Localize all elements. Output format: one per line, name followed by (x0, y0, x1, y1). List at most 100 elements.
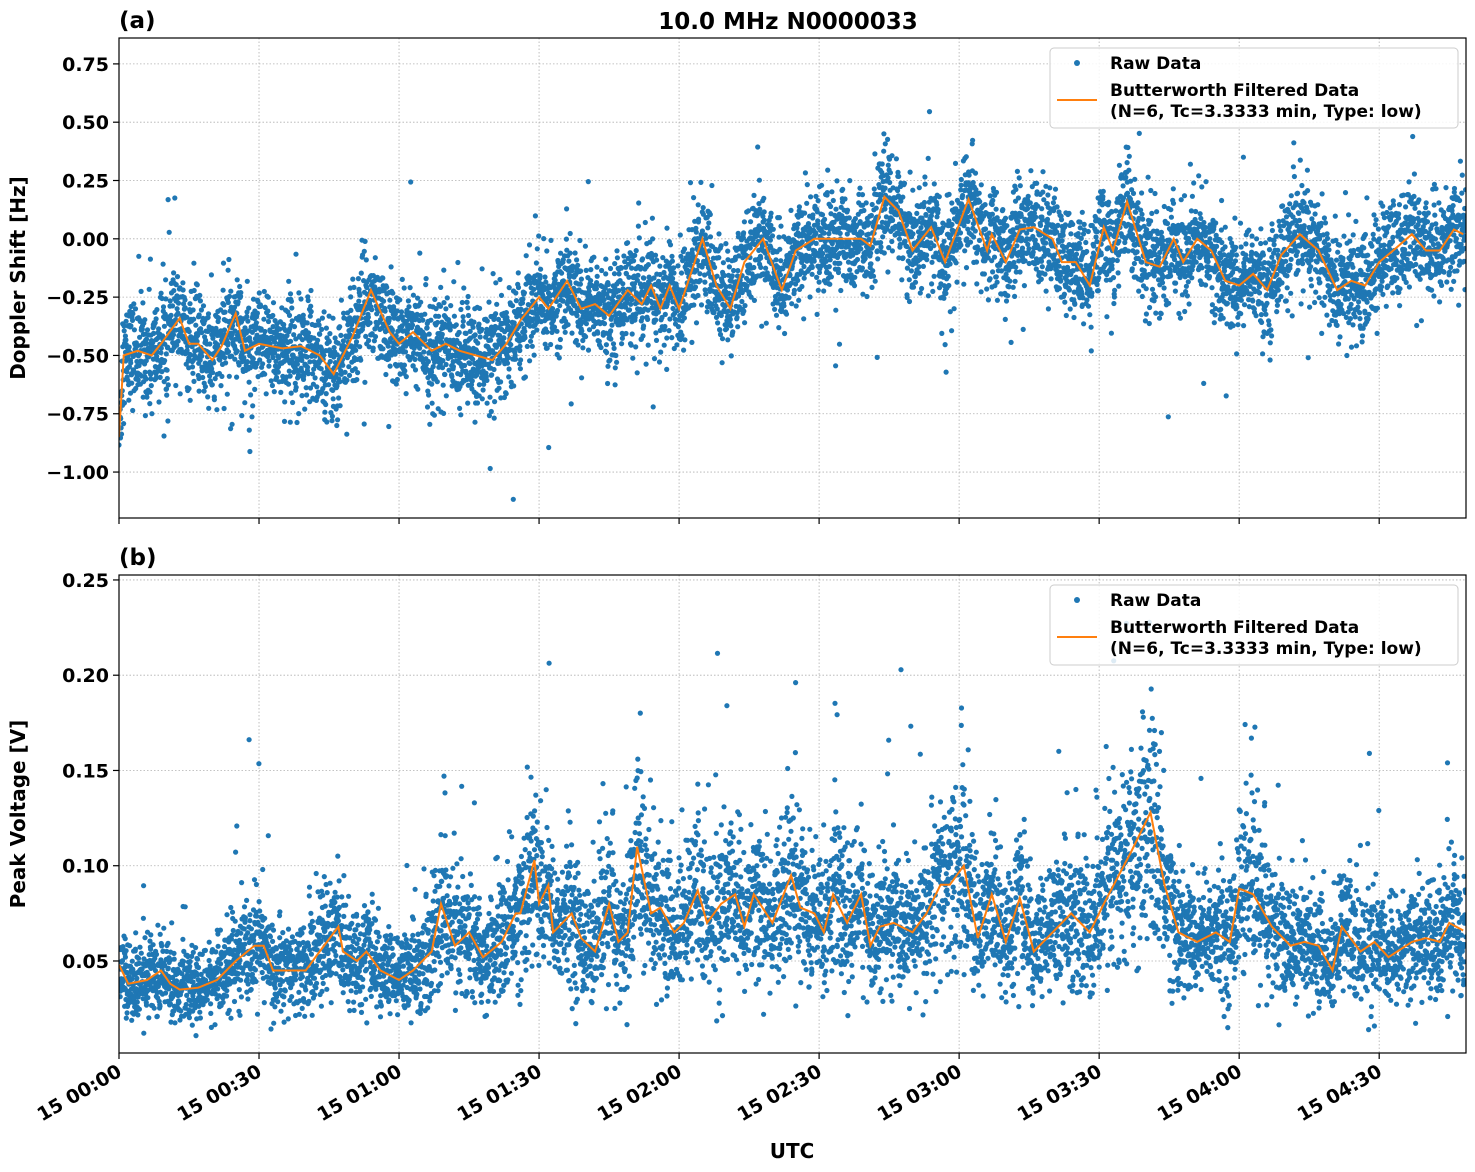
raw-data-point (1006, 284, 1012, 290)
raw-data-point (916, 264, 922, 270)
raw-data-point (441, 267, 447, 273)
raw-data-point (1051, 252, 1057, 258)
raw-data-point (574, 257, 580, 263)
raw-data-point (652, 252, 659, 258)
raw-data-point (628, 301, 634, 307)
raw-data-point (814, 311, 820, 317)
raw-data-point (1046, 259, 1052, 265)
raw-data-point (825, 245, 831, 251)
raw-data-point (199, 353, 205, 359)
raw-data-point (171, 270, 177, 276)
raw-data-point (211, 397, 217, 403)
raw-data-point (1034, 180, 1040, 186)
raw-data-point (664, 335, 670, 341)
raw-data-point (412, 367, 419, 373)
raw-data-point (916, 185, 922, 191)
raw-data-point (730, 329, 736, 335)
raw-data-point (1017, 269, 1023, 275)
raw-data-point (472, 332, 478, 338)
raw-data-point (289, 318, 295, 324)
raw-data-point (952, 160, 959, 166)
raw-data-point (517, 366, 524, 372)
raw-data-point (380, 346, 386, 352)
raw-data-point (675, 263, 681, 269)
raw-data-point (372, 334, 379, 340)
raw-data-point (487, 465, 493, 472)
raw-data-point (500, 340, 506, 346)
raw-data-point (357, 344, 363, 350)
raw-data-point (235, 299, 241, 305)
raw-data-point (883, 214, 890, 220)
raw-data-point (583, 334, 589, 340)
raw-data-point (156, 326, 162, 332)
raw-data-point (707, 211, 713, 218)
raw-data-point (880, 234, 886, 240)
raw-data-point (249, 414, 255, 420)
raw-data-point (1048, 276, 1054, 282)
raw-data-point (305, 371, 311, 377)
y-tick-label: 0.50 (62, 112, 109, 134)
raw-data-point (515, 284, 522, 291)
raw-data-point (390, 290, 396, 296)
raw-data-point (200, 303, 207, 309)
raw-data-point (281, 418, 288, 424)
raw-data-point (1003, 298, 1010, 304)
raw-data-point (801, 275, 807, 281)
raw-data-point (669, 335, 675, 341)
raw-data-point (704, 241, 710, 247)
raw-data-point (1014, 243, 1020, 249)
raw-data-point (485, 331, 491, 337)
raw-data-point (656, 359, 663, 365)
raw-data-point (925, 293, 932, 299)
raw-data-point (382, 308, 388, 314)
raw-data-point (842, 196, 848, 202)
y-tick-label: −0.50 (46, 345, 109, 367)
raw-data-point (270, 300, 277, 306)
raw-data-point (476, 382, 482, 388)
raw-data-point (914, 246, 921, 252)
raw-data-point (976, 190, 982, 196)
raw-data-point (925, 155, 931, 161)
raw-data-point (178, 328, 185, 334)
raw-data-point (336, 395, 342, 401)
raw-data-point (456, 329, 462, 336)
raw-data-point (187, 301, 193, 307)
raw-data-point (741, 219, 748, 225)
raw-data-point (958, 242, 964, 248)
raw-data-point (887, 179, 893, 186)
raw-data-point (189, 344, 195, 350)
raw-data-point (588, 267, 594, 273)
raw-data-point (972, 228, 978, 234)
raw-data-point (518, 306, 524, 312)
raw-data-point (935, 207, 941, 213)
raw-data-point (186, 386, 192, 392)
raw-data-point (434, 319, 441, 326)
raw-data-point (175, 338, 181, 344)
raw-data-point (1013, 264, 1019, 270)
raw-data-point (172, 195, 178, 201)
raw-data-point (987, 193, 993, 199)
raw-data-point (620, 321, 626, 327)
raw-data-point (821, 230, 827, 236)
raw-data-point (1037, 232, 1043, 238)
raw-data-point (475, 340, 481, 346)
raw-data-point (840, 249, 846, 255)
raw-data-point (369, 307, 375, 313)
raw-data-point (366, 344, 372, 350)
raw-data-point (949, 221, 955, 228)
raw-data-point (874, 248, 881, 254)
raw-data-point (522, 374, 529, 380)
raw-data-point (1004, 223, 1010, 229)
raw-data-point (919, 285, 925, 292)
raw-data-point (967, 239, 974, 245)
raw-data-point (497, 276, 503, 283)
raw-data-point (196, 312, 202, 318)
raw-data-point (1039, 217, 1046, 223)
raw-data-point (813, 193, 819, 199)
raw-data-point (245, 318, 251, 324)
raw-data-point (1060, 232, 1066, 238)
raw-data-point (372, 255, 378, 261)
raw-data-point (144, 394, 150, 400)
raw-data-point (706, 220, 712, 226)
raw-data-point (270, 354, 276, 361)
